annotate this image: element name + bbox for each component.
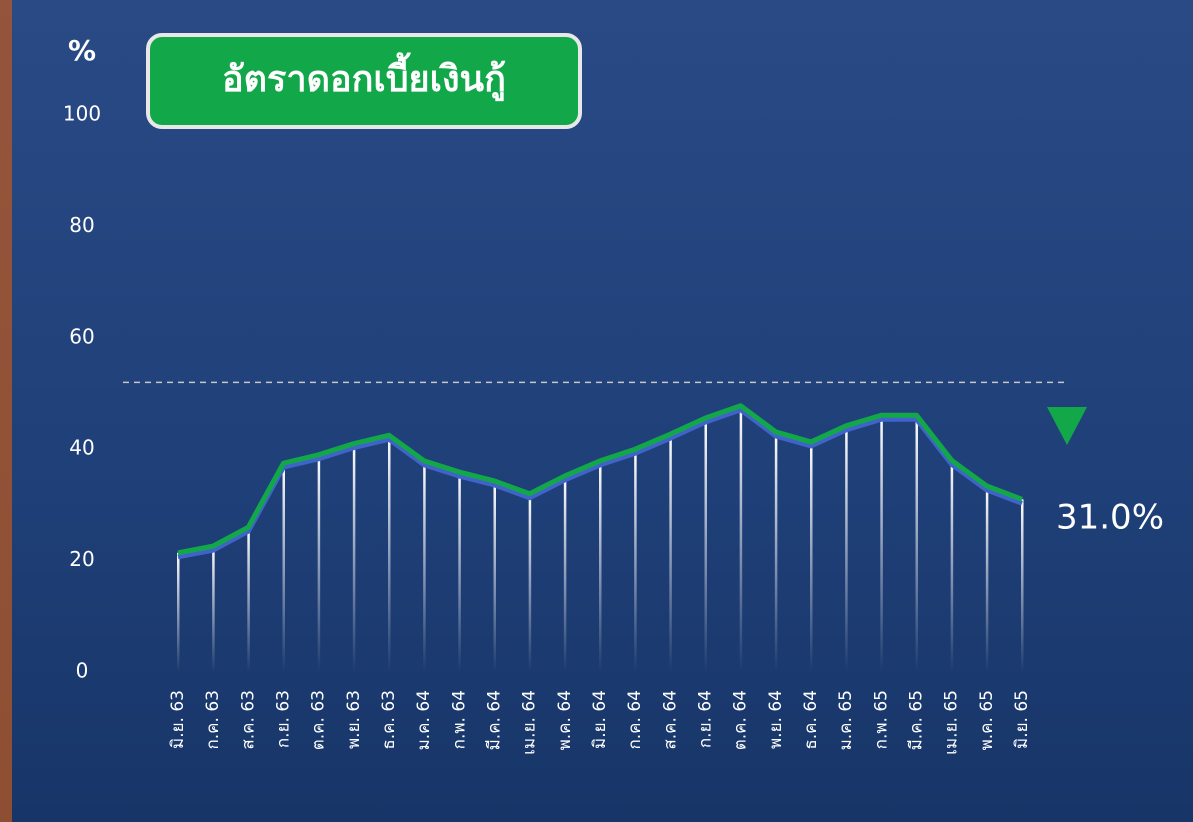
drop-line (845, 425, 848, 672)
x-tick-label: ก.ค. 64 (625, 690, 645, 750)
drop-line (950, 460, 954, 672)
drop-line (915, 415, 918, 672)
drop-line (388, 435, 391, 672)
drop-line (212, 546, 215, 672)
x-tick-label: ก.ย. 63 (274, 690, 294, 748)
edge-decoration (0, 0, 12, 822)
drop-line (247, 527, 250, 672)
drop-line (634, 449, 637, 672)
chart-title: อัตราดอกเบี้ยเงินกู้ (222, 52, 506, 102)
x-tick-label: มี.ค. 64 (485, 690, 505, 750)
drop-line (458, 472, 461, 672)
x-tick-label: ต.ค. 64 (731, 690, 751, 750)
y-tick-label: 0 (76, 659, 89, 683)
drop-line (774, 431, 778, 672)
drop-line (493, 480, 496, 672)
drop-line (528, 493, 532, 672)
drop-line (282, 463, 285, 672)
x-tick-label: ก.ย. 64 (696, 690, 716, 748)
y-tick-label: 40 (69, 436, 94, 460)
y-tick-label: 60 (69, 324, 94, 348)
line (177, 403, 1023, 556)
x-tick-label: ธ.ค. 63 (379, 690, 399, 750)
x-tick-label: มี.ค. 65 (907, 690, 927, 750)
x-tick-label: ส.ค. 64 (660, 690, 680, 750)
value-label: 31.0% (1056, 498, 1164, 538)
drop-line (739, 405, 743, 672)
x-tick-label: ม.ค. 65 (836, 690, 856, 750)
x-tick-label: มิ.ย. 65 (1012, 690, 1032, 749)
line-shadow (177, 407, 1023, 560)
drop-line (599, 460, 602, 672)
drop-line (880, 415, 883, 672)
x-tick-label: ม.ค. 64 (414, 690, 434, 750)
down-arrow (1047, 407, 1087, 445)
title-box (146, 33, 582, 129)
drop-line (317, 454, 321, 672)
drop-line (985, 485, 989, 672)
x-tick-label: มิ.ย. 63 (168, 690, 188, 749)
x-tick-label: มิ.ย. 64 (590, 690, 610, 749)
x-tick-label: ก.พ. 64 (449, 690, 469, 749)
drop-line (563, 475, 567, 672)
drop-line (423, 460, 426, 672)
x-tick-label: ก.ค. 63 (203, 690, 223, 750)
drop-line (352, 443, 356, 672)
y-tick-label: 80 (69, 213, 94, 237)
x-tick-label: ส.ค. 63 (238, 690, 258, 750)
x-tick-label: พ.ย. 63 (344, 690, 364, 749)
x-tick-label: เม.ย. 65 (942, 690, 962, 755)
x-tick-label: พ.ค. 65 (977, 690, 997, 750)
x-tick-label: พ.ย. 64 (766, 690, 786, 749)
y-axis-label: % (68, 34, 96, 67)
drop-line (1021, 499, 1024, 672)
x-tick-label: ก.พ. 65 (871, 690, 891, 749)
drop-line (810, 441, 813, 672)
drop-line (177, 552, 180, 672)
drop-line (704, 418, 707, 672)
x-tick-label: ต.ค. 63 (309, 690, 329, 750)
x-tick-label: ธ.ค. 64 (801, 690, 821, 750)
drop-line (669, 434, 672, 672)
y-tick-label: 20 (69, 547, 94, 571)
x-tick-label: พ.ค. 64 (555, 690, 575, 750)
x-tick-label: เม.ย. 64 (520, 690, 540, 755)
y-tick-label: 100 (63, 102, 101, 126)
